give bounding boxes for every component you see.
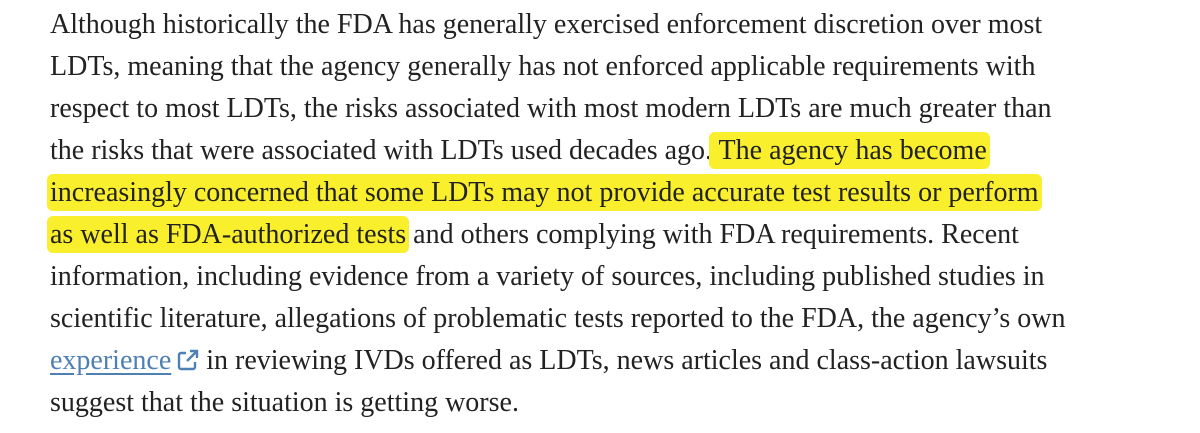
highlighted-text: as well as FDA-authorized tests	[50, 219, 407, 250]
highlighted-text: The agency has become	[712, 135, 987, 166]
text-line: scientific literature, allegations of pr…	[50, 298, 1180, 340]
text: scientific literature, allegations of pr…	[50, 303, 1066, 334]
text: and others complying with FDA requiremen…	[406, 219, 1019, 250]
text-line: respect to most LDTs, the risks associat…	[50, 88, 1180, 130]
text-line: increasingly concerned that some LDTs ma…	[50, 172, 1180, 214]
text-line: experience in reviewing IVDs offered as …	[50, 340, 1180, 382]
link[interactable]: experience	[50, 345, 172, 376]
text: respect to most LDTs, the risks associat…	[50, 93, 1052, 124]
text: LDTs, meaning that the agency generally …	[50, 51, 1036, 82]
text-line: LDTs, meaning that the agency generally …	[50, 46, 1180, 88]
text-line: information, including evidence from a v…	[50, 256, 1180, 298]
text-line: suggest that the situation is getting wo…	[50, 382, 1180, 424]
text: the risks that were associated with LDTs…	[50, 135, 713, 166]
external-link-icon[interactable]	[177, 349, 199, 371]
highlighted-text: increasingly concerned that some LDTs ma…	[50, 177, 1039, 208]
text: information, including evidence from a v…	[50, 261, 1045, 292]
text: in reviewing IVDs offered as LDTs, news …	[199, 345, 1048, 376]
text: suggest that the situation is getting wo…	[50, 387, 519, 418]
text-line: the risks that were associated with LDTs…	[50, 130, 1180, 172]
text-line: as well as FDA-authorized tests and othe…	[50, 214, 1180, 256]
text-line: Although historically the FDA has genera…	[50, 4, 1180, 46]
paragraph: Although historically the FDA has genera…	[50, 4, 1180, 424]
text: Although historically the FDA has genera…	[50, 9, 1043, 40]
